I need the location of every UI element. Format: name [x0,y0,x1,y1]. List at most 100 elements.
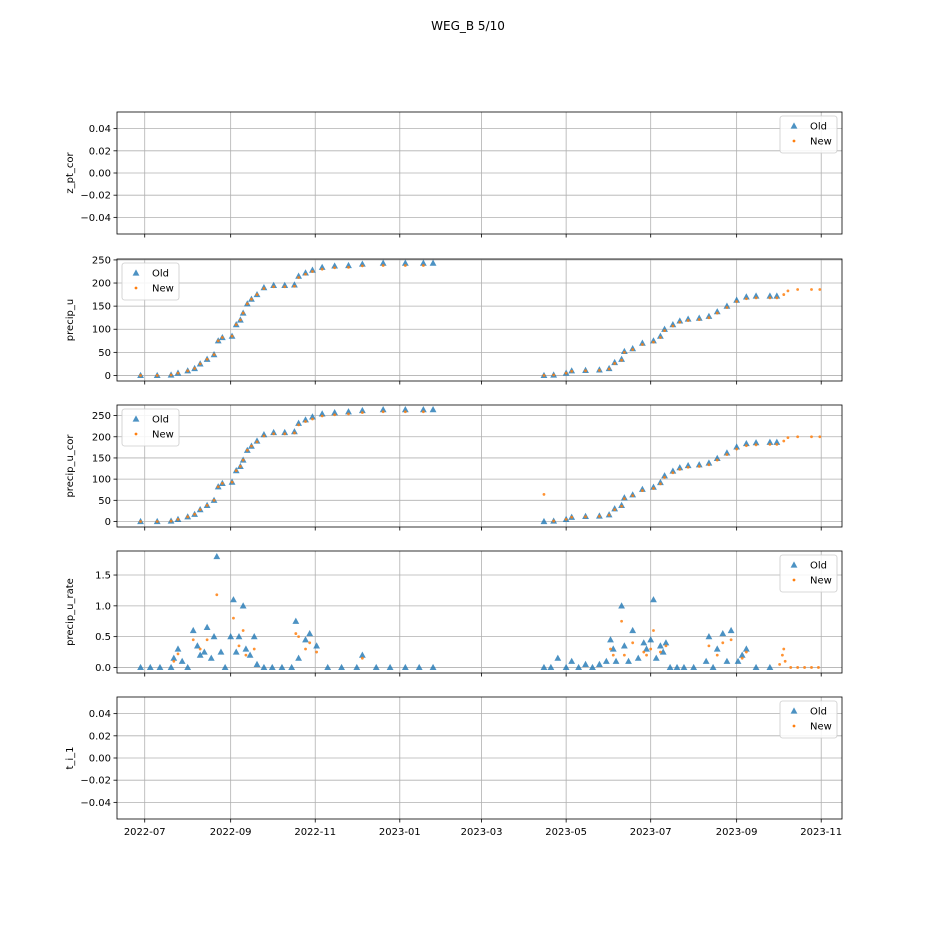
data-point-old [540,663,548,671]
legend-marker-new [134,286,138,290]
y-tick-label: 50 [98,348,111,359]
data-point-new [294,632,298,635]
data-point-old [643,645,650,652]
data-point-old [540,517,548,525]
data-point-old [189,626,197,634]
data-point-new [297,635,300,639]
data-point-old [253,660,261,667]
data-point-old [260,663,268,671]
data-point-new [347,265,350,269]
data-point-old [270,281,278,288]
legend-marker-old [790,707,798,714]
data-point-old [281,281,289,288]
data-point-new [304,420,307,423]
x-tick-label: 2023-05 [545,827,587,838]
legend-label-old: Old [810,122,827,133]
data-point-new [283,285,287,289]
data-point-old [723,302,731,309]
legend: Old New [121,262,180,301]
data-point-old [738,651,746,658]
data-point-old [695,461,703,468]
data-point-old [156,663,164,671]
data-point-new [697,465,701,468]
subplot-precip_u_cor: 0 50 100 150 200 250 precip_u_cor Old New [65,404,843,531]
legend-marker-new [792,139,796,143]
data-point-new [255,440,259,444]
data-point-old [727,626,735,634]
data-point-old [372,663,380,671]
data-point-new [216,485,220,489]
y-tick-label: 50 [98,496,111,507]
axes-frame [116,550,843,674]
y-tick-label: −0.02 [80,776,111,787]
data-point-new [262,287,266,290]
data-point-old [562,663,570,671]
data-point-new [238,318,242,322]
data-point-new [810,666,813,669]
y-axis-label: precip_u_rate [65,578,76,646]
data-point-old [429,259,437,266]
data-point-new [320,414,324,418]
data-point-old [676,464,684,471]
data-point-old [295,419,302,426]
y-tick-label: 1.5 [95,571,111,582]
data-point-new [237,644,241,648]
data-point-new [721,641,725,645]
data-point-old [278,663,286,671]
legend: Old New [121,408,180,447]
data-point-new [186,515,190,519]
data-point-new [715,311,719,315]
data-point-old [302,636,309,643]
y-tick-label: −0.04 [80,798,111,809]
data-point-old [302,416,309,423]
data-point-new [782,293,786,296]
data-point-new [613,362,617,365]
data-point-new [403,264,407,267]
data-point-new [220,336,224,339]
data-point-new [169,519,173,523]
data-point-old [260,284,268,291]
data-point-old [657,478,664,486]
data-point-new [735,447,739,451]
data-point-old [167,663,175,671]
y-tick-label: 0.04 [89,124,111,135]
data-point-old [358,651,366,658]
y-tick-label: −0.04 [80,213,111,224]
x-tick-label: 2022-09 [210,827,252,838]
legend-label-new: New [152,284,174,295]
data-point-old [203,623,211,631]
data-point-new [818,435,822,439]
data-point-new [315,650,319,654]
data-point-new [252,647,256,651]
data-point-old [547,663,555,671]
data-point-new [671,324,675,328]
data-point-new [584,369,587,373]
data-point-old [733,443,741,450]
data-point-new [293,284,296,288]
data-point-new [622,497,626,501]
data-point-old [291,428,298,435]
data-point-old [702,657,710,664]
data-point-old [419,406,427,413]
data-point-old [733,296,741,303]
data-point-old [210,633,218,640]
y-axis-label: precip_u_cor [65,434,76,498]
data-point-new [155,374,159,377]
data-point-new [198,362,202,366]
data-point-old [742,645,750,652]
axes-frame [116,404,843,528]
data-point-new [191,638,195,642]
data-point-new [245,302,249,306]
data-point-new [640,489,644,492]
data-point-old [331,409,339,416]
data-point-new [205,357,209,361]
y-tick-label: 200 [92,432,111,443]
data-point-new [272,285,276,289]
data-point-new [333,266,337,270]
data-point-old [401,259,409,266]
data-point-old [620,347,628,355]
data-point-new [283,432,287,436]
data-point-new [598,368,601,372]
data-point-new [810,435,813,439]
data-point-old [713,308,721,315]
